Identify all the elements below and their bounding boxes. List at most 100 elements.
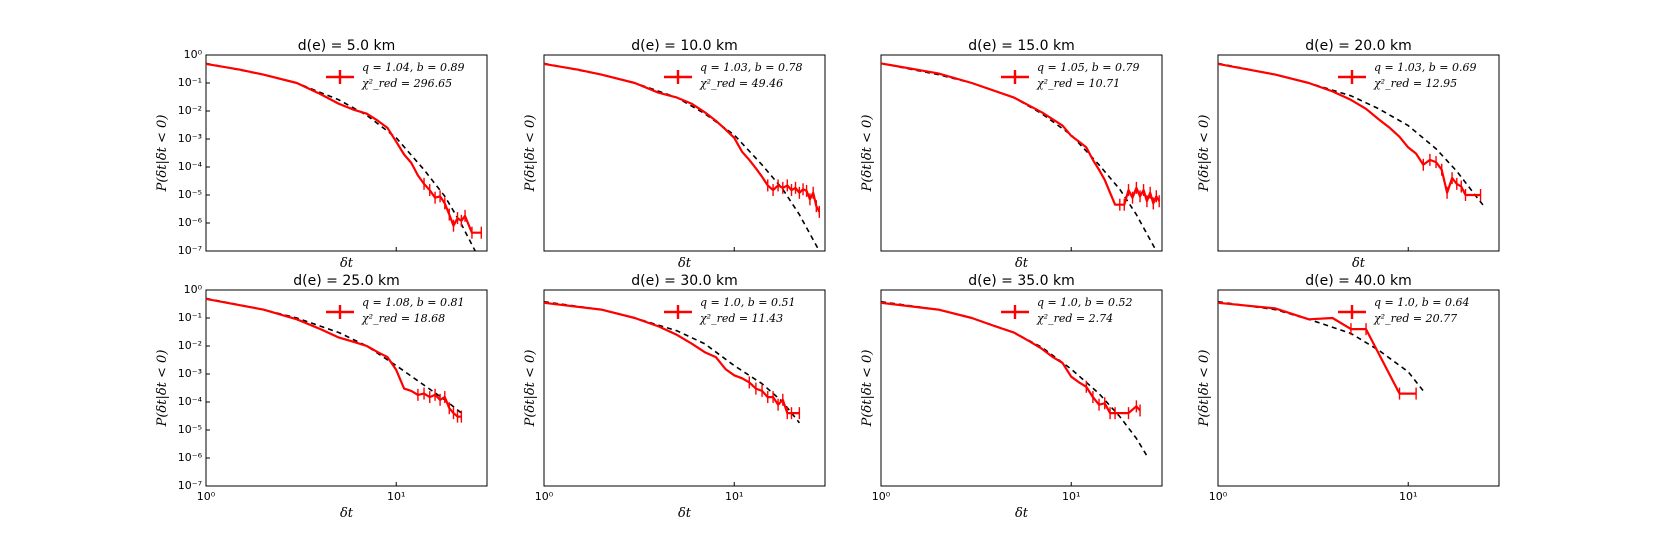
y-tick-label: 10⁻³ [178,367,202,380]
plot-area [1218,62,1485,207]
y-tick-label: 10⁰ [184,48,203,61]
legend: q = 1.05, b = 0.79 χ²_red = 10.71 [1001,61,1139,90]
y-axis-label: P(δt|δt < 0) [860,350,875,428]
legend-fit-params: q = 1.08, b = 0.81 [362,296,464,309]
plot-area [544,301,801,424]
y-tick-label: 10⁻⁶ [178,216,203,229]
panel-8: d(e) = 40.0 km 10⁰ 10¹ P(δt|δt < 0) q = 1.0,… [1197,273,1500,503]
legend-chi-square: χ²_red = 20.77 [1373,312,1457,325]
legend-chi-square: χ²_red = 18.68 [361,312,445,325]
panel-6: d(e) = 30.0 km 10⁰ 10¹ δt P(δt|δt < 0) q = 1.… [523,273,826,521]
x-tick-label: 10¹ [387,490,405,503]
plot-frame [1217,54,1500,252]
x-tick-label: 10⁰ [1209,490,1228,503]
x-tick-label: 10⁰ [535,490,554,503]
x-tick-label: 10⁰ [197,490,216,503]
y-tick-label: 10⁻⁴ [178,160,203,173]
data-line [1218,62,1481,197]
y-tick-label: 10⁻⁷ [178,244,202,257]
y-tick-label: 10⁻⁶ [178,451,203,464]
panel-5: d(e) = 25.0 km 10⁰ 10⁻¹ 10⁻² 10⁻³ 10⁻⁴ 10⁻⁵ 10⁻… [155,273,488,521]
y-tick-label: 10⁻¹ [178,311,202,324]
y-tick-label: 10⁰ [184,283,203,296]
y-tick-label: 10⁻⁵ [178,423,202,436]
x-axis-label: δt [1015,506,1029,521]
legend-chi-square: χ²_red = 12.95 [1373,77,1457,90]
x-axis-label: δt [1352,256,1366,271]
legend: q = 1.03, b = 0.69 χ²_red = 12.95 [1338,61,1476,90]
legend: q = 1.04, b = 0.89 χ²_red = 296.65 [326,61,464,90]
data-line [1218,301,1417,395]
y-tick-label: 10⁻⁵ [178,188,202,201]
plot-frame [880,289,1163,487]
legend-fit-params: q = 1.0, b = 0.64 [1374,296,1469,309]
data-line [881,301,1141,415]
data-line [544,62,821,213]
panels: d(e) = 5.0 km 10⁰ 10⁻¹ 10⁻² 10⁻³ 10⁻⁴ 10⁻⁵ 10⁻⁶… [155,38,1500,521]
x-tick-label: 10¹ [1399,490,1417,503]
y-axis-label: P(δt|δt < 0) [1197,350,1212,428]
y-tick-label: 10⁻² [178,104,202,117]
legend-chi-square: χ²_red = 2.74 [1036,312,1113,325]
legend-fit-params: q = 1.05, b = 0.79 [1037,61,1139,74]
plot-area [881,62,1161,251]
panel-2: d(e) = 10.0 km δt P(δt|δt < 0) q = 1.03, b … [523,38,826,271]
panel-title: d(e) = 35.0 km [968,273,1074,289]
panel-title: d(e) = 25.0 km [293,273,399,289]
legend: q = 1.0, b = 0.52 χ²_red = 2.74 [1001,296,1132,325]
legend-fit-params: q = 1.03, b = 0.78 [700,61,802,74]
legend-fit-params: q = 1.0, b = 0.51 [700,296,795,309]
legend: q = 1.08, b = 0.81 χ²_red = 18.68 [326,296,464,325]
x-tick-label: 10⁰ [872,490,891,503]
panel-4: d(e) = 20.0 km δt P(δt|δt < 0) q = 1.03, b … [1197,38,1500,271]
y-tick-label: 10⁻⁷ [178,479,202,492]
x-axis-label: δt [1015,256,1029,271]
legend: q = 1.0, b = 0.51 χ²_red = 11.43 [664,296,795,325]
panel-title: d(e) = 30.0 km [631,273,737,289]
data-line [206,297,462,418]
panel-1: d(e) = 5.0 km 10⁰ 10⁻¹ 10⁻² 10⁻³ 10⁻⁴ 10⁻⁵ 10⁻⁶… [155,38,488,271]
x-tick-label: 10¹ [725,490,743,503]
panel-title: d(e) = 15.0 km [968,38,1074,54]
y-tick-label: 10⁻⁴ [178,395,203,408]
legend-chi-square: χ²_red = 49.46 [699,77,783,90]
plot-area [206,297,463,423]
y-axis-label: P(δt|δt < 0) [860,115,875,193]
legend-chi-square: χ²_red = 10.71 [1036,77,1120,90]
plot-area [544,62,821,251]
x-axis-label: δt [678,506,692,521]
plot-area [206,62,482,251]
panel-title: d(e) = 5.0 km [298,38,396,54]
y-tick-label: 10⁻² [178,339,202,352]
legend-chi-square: χ²_red = 296.65 [361,77,452,90]
panel-title: d(e) = 40.0 km [1305,273,1411,289]
y-axis-label: P(δt|δt < 0) [155,115,170,193]
legend-fit-params: q = 1.04, b = 0.89 [362,61,464,74]
legend: q = 1.03, b = 0.78 χ²_red = 49.46 [664,61,802,90]
x-axis-label: δt [678,256,692,271]
plot-frame [543,289,826,487]
plot-frame [543,54,826,252]
y-axis-label: P(δt|δt < 0) [155,350,170,428]
panel-title: d(e) = 20.0 km [1305,38,1411,54]
x-axis-label: δt [340,506,354,521]
plot-frame [880,54,1163,252]
plot-area [881,301,1148,457]
y-tick-label: 10⁻³ [178,132,202,145]
plot-frame [205,54,488,252]
data-line [544,301,800,415]
panel-title: d(e) = 10.0 km [631,38,737,54]
legend: q = 1.0, b = 0.64 χ²_red = 20.77 [1338,296,1469,325]
fit-line [544,301,801,424]
panel-3: d(e) = 15.0 km δt P(δt|δt < 0) q = 1.05, b … [860,38,1163,271]
y-axis-label: P(δt|δt < 0) [523,115,538,193]
legend-fit-params: q = 1.0, b = 0.52 [1037,296,1132,309]
plot-frame [205,289,488,487]
y-tick-label: 10⁻¹ [178,76,202,89]
legend-chi-square: χ²_red = 11.43 [699,312,783,325]
legend-fit-params: q = 1.03, b = 0.69 [1374,61,1476,74]
panel-7: d(e) = 35.0 km 10⁰ 10¹ δt P(δt|δt < 0) q = 1.… [860,273,1163,521]
plot-frame [1217,289,1500,487]
